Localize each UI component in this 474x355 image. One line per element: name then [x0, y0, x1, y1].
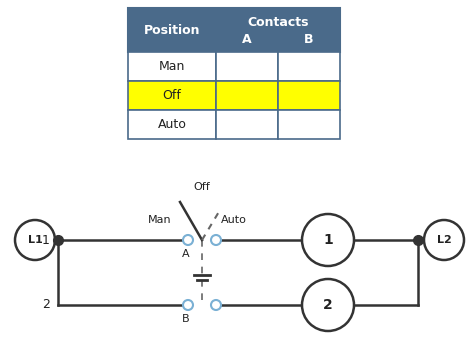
Bar: [128, 81, 216, 110]
Text: L2: L2: [437, 235, 451, 245]
Text: Man: Man: [148, 215, 172, 225]
Bar: [128, 8, 340, 52]
Text: 1: 1: [323, 233, 333, 247]
Circle shape: [183, 300, 193, 310]
Text: A: A: [182, 249, 190, 259]
Text: 2: 2: [42, 299, 50, 311]
Bar: [278, 52, 340, 81]
Text: Off: Off: [163, 89, 182, 102]
Bar: [216, 52, 278, 81]
Text: Off: Off: [193, 182, 210, 192]
Text: Auto: Auto: [157, 118, 186, 131]
Text: L1: L1: [27, 235, 42, 245]
Text: B: B: [182, 314, 190, 324]
Circle shape: [183, 235, 193, 245]
Bar: [128, 52, 216, 81]
Bar: [278, 81, 340, 110]
Text: B: B: [304, 33, 314, 46]
Text: 1: 1: [42, 234, 50, 246]
Text: Auto: Auto: [221, 215, 247, 225]
Text: Contacts: Contacts: [247, 16, 309, 29]
Bar: [216, 110, 278, 139]
Text: A: A: [242, 33, 252, 46]
Circle shape: [302, 214, 354, 266]
Circle shape: [211, 235, 221, 245]
Circle shape: [211, 300, 221, 310]
Bar: [278, 110, 340, 139]
Bar: [216, 81, 278, 110]
Text: 2: 2: [323, 298, 333, 312]
Text: Position: Position: [144, 23, 200, 37]
Circle shape: [424, 220, 464, 260]
Bar: [128, 110, 216, 139]
Circle shape: [302, 279, 354, 331]
Text: Man: Man: [159, 60, 185, 73]
Circle shape: [15, 220, 55, 260]
